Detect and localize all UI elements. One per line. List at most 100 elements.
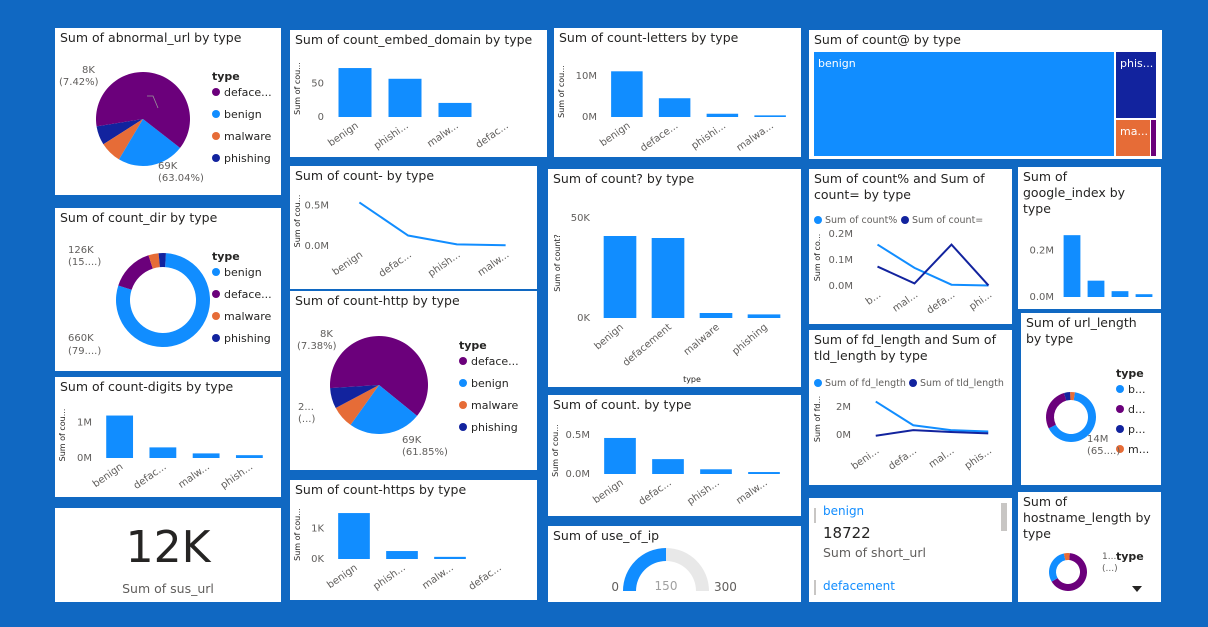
card-fd-tld-length[interactable]: Sum of fd_length and Sum of tld_length b… (809, 330, 1012, 485)
card-count-https[interactable]: Sum of count-https by type 0K 1K Sum of co… (290, 480, 537, 600)
x-tick-label: benign (591, 477, 625, 506)
x-tick-label: phis... (963, 445, 994, 471)
slice-malware (148, 253, 160, 269)
card-google-index[interactable]: Sum of google_index by type 0.0M 0.2M (1018, 167, 1161, 309)
legend-marker (459, 379, 467, 387)
legend-scroll-down-icon[interactable] (1132, 586, 1142, 592)
bar-chart-google-index[interactable]: 0.0M 0.2M (1018, 167, 1161, 309)
x-tick-label: phishi... (372, 120, 411, 152)
legend-marker (1116, 445, 1124, 453)
donut-chart-count-dir[interactable]: type benign deface... malware phishing 126K(1… (55, 208, 281, 371)
row-label[interactable]: defacement (823, 579, 895, 593)
pie-chart-abnormal-url[interactable]: type deface... benign malware phishing 8K(7.4… (55, 28, 281, 195)
y-tick-label: 0.5M (565, 430, 590, 441)
line-chart-fd-tld-length[interactable]: 0M 2M Sum of fd...Sum of fd_length Sum of t… (809, 330, 1012, 485)
chart-title: Sum of count_embed_domain by type (295, 32, 533, 47)
treemap-label: phis... (1120, 57, 1153, 70)
bar (235, 455, 263, 458)
card-count-dot[interactable]: Sum of count. by type 0.0M 0.5M Sum of cou… (548, 395, 801, 516)
bar-chart-count-digits[interactable]: 0M 1M Sum of cou... benign defac... malw... ph… (55, 377, 281, 497)
legend-item: benign (471, 377, 509, 390)
bar (338, 68, 372, 117)
y-tick-label: 0M (77, 453, 92, 464)
bar-chart-count-https[interactable]: 0K 1K Sum of cou... benign phish... malw... de… (290, 480, 537, 600)
card-count-http[interactable]: Sum of count-http by type type deface... b… (290, 291, 537, 470)
bar (338, 513, 370, 559)
x-tick-label: beni... (850, 445, 882, 472)
bar (603, 236, 637, 318)
x-tick-label: defac... (474, 120, 511, 150)
card-count-digits[interactable]: Sum of count-digits by type 0M 1M Sum of c… (55, 377, 281, 497)
x-tick-label: benign (331, 249, 365, 278)
kpi-value: 12K (125, 522, 211, 573)
bar (149, 447, 177, 458)
y-tick-label: 0.2M (828, 229, 853, 240)
card-count-dash[interactable]: Sum of count- by type 0.0M 0.5M Sum of cou… (290, 166, 537, 289)
card-count-letters[interactable]: Sum of count-letters by type 0M 10M Sum of… (554, 28, 801, 157)
table-scrollbar[interactable] (1001, 503, 1007, 531)
legend-marker (1116, 425, 1124, 433)
x-tick-label: malwa... (735, 120, 776, 153)
chart-title: Sum of url_length by type (1026, 315, 1137, 346)
bar (611, 71, 643, 117)
bar-chart-count-letters[interactable]: 0M 10M Sum of cou... benign deface... phishi.… (554, 28, 801, 157)
treemap-tile (1151, 120, 1156, 156)
chart-title: Sum of fd_length and Sum of tld_length b… (814, 332, 996, 363)
bar (1135, 294, 1153, 297)
gauge-use-of-ip[interactable]: 150 0 300 (548, 526, 801, 602)
card-use-of-ip[interactable]: Sum of use_of_ip 150 0 300 (548, 526, 801, 602)
data-label-value: 1... (1102, 552, 1116, 562)
card-hostname-length[interactable]: Sum of hostname_length by type type 1... (… (1018, 492, 1161, 602)
card-count-pct-eq[interactable]: Sum of count% and Sum of count= by type … (809, 169, 1012, 324)
row-label[interactable]: benign (823, 504, 865, 518)
slice-malware (1070, 392, 1075, 401)
data-label-pct: (7.42%) (59, 77, 99, 88)
data-label-value: 2... (298, 402, 314, 413)
legend-item: deface... (471, 355, 519, 368)
y-tick-label: 0.1M (828, 255, 853, 266)
slice-benign (350, 385, 418, 434)
bar-chart-count-dot[interactable]: 0.0M 0.5M Sum of cou... benign defac... phish… (548, 395, 801, 516)
legend-item: phishing (471, 421, 518, 434)
legend-marker (212, 290, 220, 298)
donut-chart-url-length[interactable]: type b... d... p... m... 14M(65....) (1021, 313, 1161, 485)
x-tick-label: mal... (891, 289, 920, 314)
card-count-at[interactable]: Sum of count@ by type benign phis... ma... (809, 30, 1162, 159)
x-tick-label: benign (91, 461, 125, 490)
legend-marker (459, 401, 467, 409)
bar (1111, 291, 1129, 297)
treemap-label: benign (818, 57, 856, 70)
legend-marker (212, 110, 220, 118)
data-label-value: 69K (158, 161, 178, 172)
slice-benign (116, 253, 210, 347)
card-count-question[interactable]: Sum of count? by type 0K 50K Sum of count?… (548, 169, 801, 387)
bar-chart-count-embed-domain[interactable]: 0 50 Sum of cou... benign phishi... malw... de… (290, 30, 547, 157)
pie-chart-count-http[interactable]: type deface... benign malware phishing 8K(7.3… (290, 291, 537, 470)
y-tick-label: 10M (576, 71, 597, 82)
legend-title: type (1116, 550, 1144, 563)
treemap-tile (1116, 52, 1156, 118)
card-url-length[interactable]: Sum of url_length by type type b... d... p.… (1021, 313, 1161, 485)
chart-title: Sum of use_of_ip (553, 528, 660, 543)
legend-marker (1116, 405, 1124, 413)
legend-item: deface... (224, 86, 272, 99)
row-caption: Sum of short_url (823, 545, 926, 560)
legend-marker (459, 423, 467, 431)
treemap-count-at[interactable]: benign phis... ma... (809, 30, 1162, 159)
card-short-url[interactable]: benign 18722 Sum of short_url defacement (809, 498, 1012, 602)
card-sus-url[interactable]: 12K Sum of sus_url (55, 508, 281, 602)
card-count-embed-domain[interactable]: Sum of count_embed_domain by type 0 50 Sum… (290, 30, 547, 157)
data-label-value: 69K (402, 435, 422, 446)
card-abnormal-url[interactable]: Sum of abnormal_url by type type deface..… (55, 28, 281, 195)
x-tick-label: benign (598, 120, 632, 149)
gauge-max: 300 (714, 580, 737, 594)
legend-item: benign (224, 108, 262, 121)
slice-benign (118, 119, 181, 166)
bar (388, 78, 422, 117)
card-count-dir[interactable]: Sum of count_dir by type type benign defac… (55, 208, 281, 371)
gauge-fill (623, 548, 666, 591)
